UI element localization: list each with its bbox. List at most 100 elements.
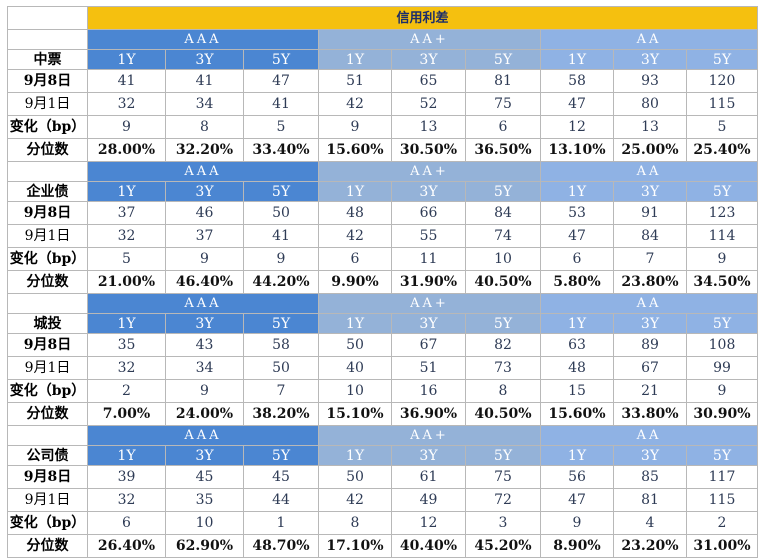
value-cell: 80 [613, 92, 687, 116]
value-cell: 9 [540, 511, 614, 535]
rating-header-row: AAA AA+ AA [7, 425, 758, 446]
value-cell: 40.40% [391, 534, 466, 558]
value-cell: 32 [87, 92, 166, 116]
tenor-header: 5Y [686, 445, 758, 466]
value-cell: 5 [87, 247, 166, 271]
row-label: 分位数 [7, 138, 88, 162]
value-cell: 38.20% [243, 402, 319, 426]
value-cell: 39 [87, 465, 166, 489]
value-cell: 108 [686, 333, 758, 357]
value-cell: 43 [165, 333, 244, 357]
value-cell: 45 [243, 465, 319, 489]
value-cell: 44 [243, 488, 319, 512]
value-cell: 10 [165, 511, 244, 535]
value-cell: 42 [318, 92, 392, 116]
tenor-header: 3Y [165, 49, 244, 70]
value-cell: 31.00% [686, 534, 758, 558]
tenor-header: 3Y [613, 313, 687, 334]
tenor-header: 1Y [540, 445, 614, 466]
value-cell: 75 [465, 465, 541, 489]
tenor-header: 3Y [613, 181, 687, 202]
rating-header-row: AAA AA+ AA [7, 293, 758, 314]
value-cell: 34 [165, 356, 244, 380]
tenor-header: 1Y [540, 181, 614, 202]
value-cell: 35 [165, 488, 244, 512]
tenor-header: 5Y [465, 49, 541, 70]
tenor-header: 5Y [465, 181, 541, 202]
value-cell: 8.90% [540, 534, 614, 558]
value-cell: 81 [613, 488, 687, 512]
value-cell: 28.00% [87, 138, 166, 162]
value-cell: 37 [87, 201, 166, 225]
tenor-header: 3Y [165, 445, 244, 466]
tenor-header: 3Y [391, 445, 466, 466]
rating-header-aa: AA [540, 425, 758, 446]
table-body: 信用利差 AAA AA+ AA 中票 1Y 3Y 5Y 1Y 3Y 5Y 1Y 3Y 5Y 9月8日 41 4… [7, 6, 758, 558]
value-cell: 9 [243, 247, 319, 271]
value-cell: 84 [465, 201, 541, 225]
tenor-header: 1Y [87, 49, 166, 70]
tenor-header-row: 企业债 1Y 3Y 5Y 1Y 3Y 5Y 1Y 3Y 5Y [7, 181, 758, 202]
row-label: 变化（bp） [7, 379, 88, 403]
value-cell: 51 [391, 356, 466, 380]
value-cell: 6 [540, 247, 614, 271]
value-cell: 15 [540, 379, 614, 403]
value-cell: 23.20% [613, 534, 687, 558]
value-cell: 62.90% [165, 534, 244, 558]
block-name: 城投 [7, 313, 88, 334]
block-label-top [7, 161, 88, 182]
value-cell: 93 [613, 69, 687, 93]
value-cell: 4 [613, 511, 687, 535]
value-cell: 9 [686, 247, 758, 271]
tenor-header: 5Y [465, 445, 541, 466]
value-cell: 21 [613, 379, 687, 403]
data-row: 9月8日 39 45 45 50 61 75 56 85 117 [7, 465, 758, 489]
value-cell: 51 [318, 69, 392, 93]
value-cell: 15.10% [318, 402, 392, 426]
row-label: 分位数 [7, 402, 88, 426]
tenor-header: 1Y [318, 49, 392, 70]
tenor-header-row: 中票 1Y 3Y 5Y 1Y 3Y 5Y 1Y 3Y 5Y [7, 49, 758, 70]
tenor-header-row: 城投 1Y 3Y 5Y 1Y 3Y 5Y 1Y 3Y 5Y [7, 313, 758, 334]
tenor-header: 1Y [540, 313, 614, 334]
value-cell: 41 [243, 224, 319, 248]
value-cell: 12 [540, 115, 614, 139]
tenor-header: 1Y [540, 49, 614, 70]
data-row: 分位数 7.00% 24.00% 38.20% 15.10% 36.90% 40.50% 15… [7, 402, 758, 426]
value-cell: 6 [87, 511, 166, 535]
value-cell: 49 [391, 488, 466, 512]
row-label: 9月8日 [7, 201, 88, 225]
value-cell: 46.40% [165, 270, 244, 294]
row-label: 9月8日 [7, 69, 88, 93]
tenor-header: 1Y [318, 181, 392, 202]
tenor-header: 5Y [686, 313, 758, 334]
value-cell: 40 [318, 356, 392, 380]
tenor-header: 5Y [243, 313, 319, 334]
value-cell: 120 [686, 69, 758, 93]
tenor-header: 1Y [318, 313, 392, 334]
value-cell: 7.00% [87, 402, 166, 426]
value-cell: 16 [391, 379, 466, 403]
block-name: 公司债 [7, 445, 88, 466]
value-cell: 2 [87, 379, 166, 403]
value-cell: 41 [243, 92, 319, 116]
corner-cell [7, 6, 88, 30]
value-cell: 81 [465, 69, 541, 93]
value-cell: 8 [165, 115, 244, 139]
value-cell: 40.50% [465, 270, 541, 294]
value-cell: 45 [165, 465, 244, 489]
row-label: 9月1日 [7, 356, 88, 380]
data-row: 9月8日 41 41 47 51 65 81 58 93 120 [7, 69, 758, 93]
value-cell: 7 [613, 247, 687, 271]
value-cell: 13 [613, 115, 687, 139]
value-cell: 26.40% [87, 534, 166, 558]
value-cell: 13 [391, 115, 466, 139]
rating-header-row: AAA AA+ AA [7, 29, 758, 50]
block-name: 中票 [7, 49, 88, 70]
value-cell: 58 [540, 69, 614, 93]
tenor-header: 5Y [686, 181, 758, 202]
data-row: 9月1日 32 34 50 40 51 73 48 67 99 [7, 356, 758, 380]
value-cell: 24.00% [165, 402, 244, 426]
value-cell: 32 [87, 224, 166, 248]
tenor-header: 1Y [318, 445, 392, 466]
